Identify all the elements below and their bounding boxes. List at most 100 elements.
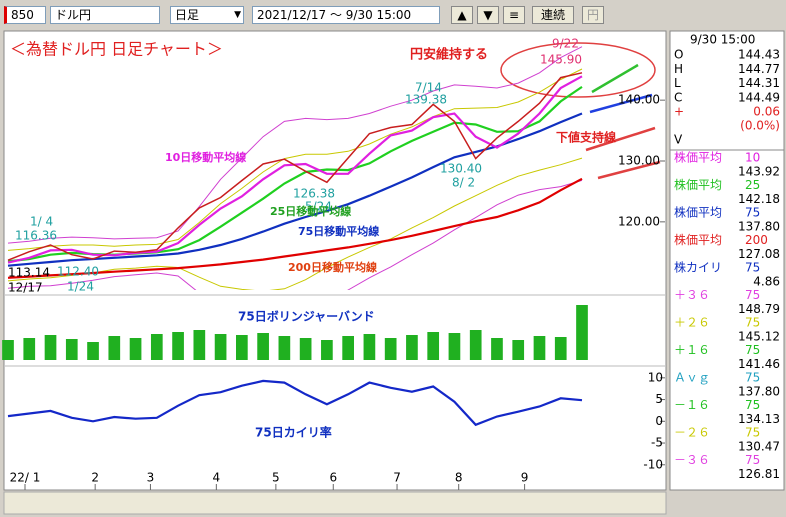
- indicator-period: 75: [745, 426, 760, 440]
- indicator-value: 137.80: [738, 385, 780, 399]
- volume-bar: [512, 340, 525, 360]
- up-button[interactable]: ▲: [451, 6, 473, 24]
- indicator-value: 145.12: [738, 330, 780, 344]
- annotation: 5/24: [305, 200, 332, 214]
- indicator-value: 137.80: [738, 220, 780, 234]
- chart-title: ＜為替ドル円 日足チャート＞: [10, 40, 223, 59]
- quote-panel: [669, 30, 785, 491]
- annotation: 7/14: [415, 81, 442, 95]
- volume-bar: [108, 336, 121, 360]
- annotation: 116.36: [15, 229, 57, 243]
- quote-value: 144.77: [738, 62, 780, 76]
- symbol-field[interactable]: ドル円: [50, 6, 160, 24]
- indicator-period: 10: [745, 151, 760, 165]
- indicator-period: 75: [745, 261, 760, 275]
- series-label: 25日移動平均線: [270, 204, 351, 218]
- series-line: [7, 72, 583, 261]
- indicator-period: 75: [745, 453, 760, 467]
- y-tick-label: 0: [655, 414, 663, 428]
- quote-value: 144.49: [738, 90, 780, 104]
- annotation: 139.38: [405, 93, 447, 107]
- volume-bar: [448, 333, 461, 360]
- down-button[interactable]: ▼: [477, 6, 499, 24]
- x-tick-label: 6: [329, 471, 337, 485]
- volume-bar: [427, 332, 440, 360]
- volume-bar: [87, 342, 99, 360]
- x-tick-label: 4: [213, 471, 221, 485]
- quote-value: 144.31: [738, 76, 780, 90]
- indicator-label: 株価平均: [674, 205, 722, 220]
- indicator-value: 4.86: [753, 275, 780, 289]
- indicator-label: 株カイリ: [674, 260, 722, 275]
- volume-bar: [236, 335, 248, 360]
- y-tick-label: 140.00: [618, 93, 660, 107]
- volume-bar: [2, 340, 14, 360]
- plots: [2, 46, 665, 490]
- indicator-period: 25: [745, 178, 760, 192]
- volume-bar: [65, 339, 78, 360]
- period-text: 日足: [175, 8, 200, 22]
- quote-change-pct: (0.0%): [740, 119, 780, 133]
- volume-bar: [554, 337, 567, 360]
- highlight-ellipse: [500, 42, 656, 98]
- y-tick-label: 120.00: [618, 214, 660, 228]
- x-tick-label: 5: [272, 471, 280, 485]
- trend-line: [591, 63, 639, 94]
- chart: ＜為替ドル円 日足チャート＞ 円安維持する 9/22 145.90 7/14 1…: [2, 30, 785, 515]
- annotation: 8/ 2: [452, 176, 475, 190]
- indicator-label: －１６: [674, 398, 710, 412]
- series-label: 10日移動平均線: [165, 150, 246, 164]
- indicator-label: 株価平均: [674, 150, 722, 165]
- currency-button[interactable]: 円: [582, 6, 604, 24]
- volume-bar: [23, 338, 36, 360]
- indicator-value: 126.81: [738, 467, 780, 481]
- period-select[interactable]: 日足 ▼: [170, 6, 244, 24]
- indicator-value: 134.13: [738, 412, 780, 426]
- volume-bar: [257, 333, 269, 360]
- quote-datetime: 9/30 15:00: [690, 33, 755, 47]
- volume-bar: [342, 336, 354, 360]
- quote-label: L: [674, 76, 681, 90]
- indicator-label: 株価平均: [674, 232, 722, 247]
- indicator-value: 142.18: [738, 192, 780, 206]
- indicator-value: 143.92: [738, 165, 780, 179]
- volume-bar: [278, 336, 291, 360]
- volume-bar: [214, 334, 227, 360]
- volume-bar: [44, 335, 57, 360]
- continuous-button[interactable]: 連続: [532, 6, 574, 24]
- indicator-value: 127.08: [738, 247, 780, 261]
- annotation: 円安維持する: [410, 47, 488, 63]
- annotation: 126.38: [293, 187, 335, 201]
- series-line: [7, 179, 583, 290]
- quote-value: 144.43: [738, 48, 780, 62]
- scrollbar[interactable]: [3, 491, 667, 515]
- indicator-period: 75: [745, 206, 760, 220]
- x-tick-label: 8: [455, 471, 463, 485]
- series-line: [7, 46, 583, 244]
- y-tick-label: 5: [655, 392, 663, 406]
- x-tick-label: 22/ 1: [10, 471, 41, 485]
- annotation: 12/17: [8, 281, 43, 295]
- band-label: 75日ボリンジャーバンド: [238, 309, 375, 324]
- volume-bar: [469, 330, 482, 360]
- indicator-label: －２６: [674, 426, 710, 440]
- y-tick-label: -10: [643, 457, 663, 471]
- price-group: [7, 46, 583, 290]
- volume-bar: [150, 334, 163, 360]
- series-line: [7, 68, 583, 251]
- quote-label: +: [674, 105, 684, 119]
- indicator-period: 200: [745, 233, 768, 247]
- indicator-value: 148.79: [738, 302, 780, 316]
- x-tick-label: 3: [147, 471, 155, 485]
- range-field[interactable]: 2021/12/17 ～ 9/30 15:00: [252, 6, 440, 24]
- quote-label: H: [674, 62, 683, 76]
- indicator-period: 75: [745, 288, 760, 302]
- annotation: 下値支持線: [556, 130, 616, 145]
- trend-line: [589, 93, 653, 114]
- code-field[interactable]: 850: [4, 6, 46, 24]
- indicator-period: 75: [745, 371, 760, 385]
- y-tick-label: 10: [648, 370, 663, 384]
- menu-button[interactable]: ≡: [503, 6, 525, 24]
